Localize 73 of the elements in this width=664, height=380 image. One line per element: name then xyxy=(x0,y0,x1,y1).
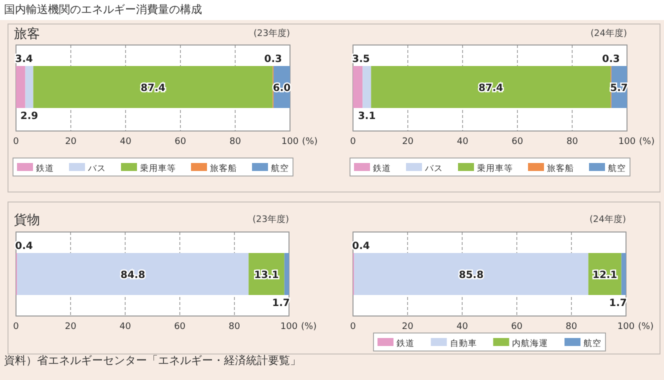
x-tick-label: 20 xyxy=(402,137,414,147)
legend-label: 航空 xyxy=(584,338,602,349)
legend-label: 鉄道 xyxy=(36,163,54,174)
chart-title: 旅客 xyxy=(14,26,40,42)
legend-label: 乗用車等 xyxy=(477,163,513,174)
bar xyxy=(353,66,363,108)
x-tick-label: 0 xyxy=(350,137,356,147)
text: 資料）省エネルギーセンター「エネルギー・経済統計要覧」 xyxy=(4,354,301,367)
legend-label: 旅客船 xyxy=(547,163,574,174)
x-tick-label: 100 xyxy=(281,137,299,147)
x-axis-title: (%) xyxy=(302,137,318,147)
x-tick-label: 100 xyxy=(280,322,298,332)
x-tick-label: 80 xyxy=(566,322,578,332)
data-label: 87.4 xyxy=(478,83,504,94)
x-tick-label: 20 xyxy=(64,322,77,332)
legend-label: 自動車 xyxy=(450,338,477,349)
data-label: 1.7 xyxy=(609,298,627,309)
bar xyxy=(25,66,34,108)
x-tick-label: 40 xyxy=(456,137,469,147)
chart-subtitle: (23年度) xyxy=(254,28,290,39)
legend-label: 航空 xyxy=(271,163,289,174)
legend-label: 鉄道 xyxy=(396,338,414,349)
legend-label: 航空 xyxy=(608,163,626,174)
bar xyxy=(284,253,289,295)
x-tick-label: 0 xyxy=(350,322,356,332)
x-tick-label: 40 xyxy=(120,137,132,147)
chart-subtitle: (23年度) xyxy=(252,214,289,225)
data-label: 2.9 xyxy=(20,111,38,122)
x-axis-title: (%) xyxy=(301,322,317,332)
bar xyxy=(16,66,26,108)
data-label: 6.0 xyxy=(272,83,291,94)
x-tick-label: 60 xyxy=(512,137,524,147)
legend-label: 乗用車等 xyxy=(140,163,176,174)
data-label: 87.4 xyxy=(140,83,166,94)
legend-label: 内航海運 xyxy=(512,338,548,349)
x-tick-label: 80 xyxy=(229,137,242,147)
legend-label: バス xyxy=(424,164,443,174)
x-tick-label: 40 xyxy=(456,322,468,332)
x-axis-title: (%) xyxy=(639,137,655,147)
data-label: 84.8 xyxy=(120,270,146,281)
data-label: 85.8 xyxy=(458,270,484,281)
x-tick-label: 100 xyxy=(618,137,636,147)
x-tick-label: 60 xyxy=(511,322,523,332)
data-label: 0.3 xyxy=(602,54,620,65)
legend-label: 鉄道 xyxy=(373,163,391,174)
data-label: 12.1 xyxy=(592,270,618,281)
chart-title: 貨物 xyxy=(14,213,40,228)
x-tick-label: 0 xyxy=(13,137,20,147)
x-tick-label: 20 xyxy=(65,137,77,147)
x-tick-label: 80 xyxy=(566,137,578,147)
x-tick-label: 80 xyxy=(228,322,240,332)
x-tick-label: 20 xyxy=(402,322,414,332)
x-tick-label: 40 xyxy=(119,322,132,332)
bar xyxy=(621,253,626,295)
data-label: 3.5 xyxy=(352,54,370,65)
text: 国内輸送機関のエネルギー消費量の構成 xyxy=(4,3,202,16)
x-tick-label: 60 xyxy=(174,322,186,332)
x-axis-title: (%) xyxy=(638,322,654,332)
data-label: 1.7 xyxy=(272,298,290,309)
x-tick-label: 60 xyxy=(174,137,186,147)
chart-subtitle: (24年度) xyxy=(590,28,627,39)
x-tick-label: 0 xyxy=(13,322,20,332)
x-tick-label: 100 xyxy=(617,322,635,332)
legend-label: 旅客船 xyxy=(210,163,237,174)
legend-label: バス xyxy=(87,164,106,174)
bar xyxy=(362,66,372,108)
chart-subtitle: (24年度) xyxy=(590,214,626,225)
data-label: 3.1 xyxy=(358,111,376,122)
data-label: 3.4 xyxy=(15,54,33,65)
data-label: 13.1 xyxy=(254,270,279,281)
data-label: 0.3 xyxy=(264,54,282,65)
data-label: 0.4 xyxy=(352,241,370,252)
data-label: 0.4 xyxy=(15,241,33,252)
